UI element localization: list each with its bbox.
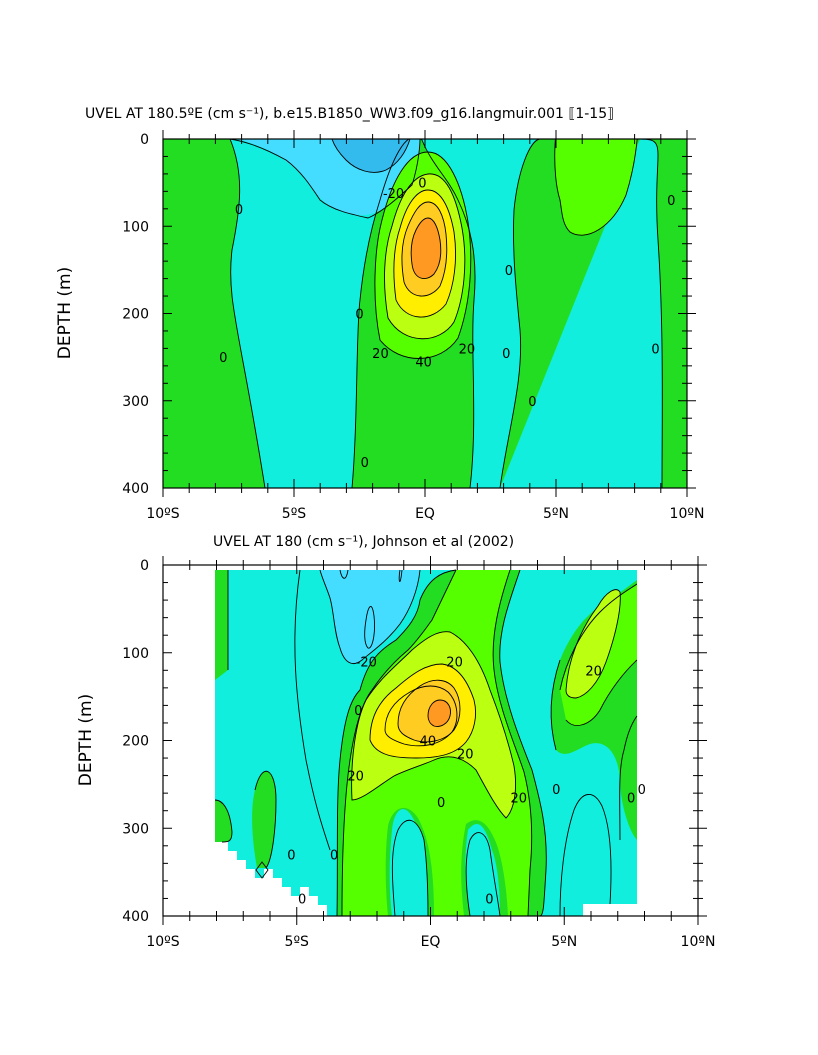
contour-label: 0 — [528, 395, 536, 410]
panel1-ticks — [162, 130, 696, 497]
contour-label: 0 — [505, 264, 513, 279]
fill-c_-10_0 — [466, 832, 500, 916]
x-tick-label: EQ — [421, 934, 441, 950]
panel1-y-tick-labels: 0 100 200 300 400 — [122, 132, 149, 497]
contour-label: 20 — [457, 748, 474, 763]
contour-label: 0 — [552, 783, 560, 798]
x-tick-label: 10ºN — [670, 506, 705, 522]
contour-label: 0 — [485, 892, 493, 907]
y-tick-label: 300 — [122, 394, 149, 410]
panel2-y-axis-label: DEPTH (m) — [76, 694, 96, 786]
fill-c_le_-20 — [332, 139, 410, 173]
panel2-x-tick-labels: 10ºS 5ºS EQ 5ºN 10ºN — [146, 934, 715, 950]
panel1-y-axis-label: DEPTH (m) — [55, 267, 75, 359]
contour-label: -20 — [383, 187, 404, 202]
y-tick-label: 300 — [122, 821, 149, 837]
x-tick-label: 10ºS — [146, 506, 179, 522]
fill-c_0_10 — [215, 570, 228, 680]
fill-c_-20_-10 — [320, 570, 420, 664]
x-tick-label: 5ºS — [285, 934, 310, 950]
contour-label: 20 — [372, 347, 389, 362]
contour-label: 0 — [355, 308, 363, 323]
contour-label: 0 — [502, 347, 510, 362]
x-tick-label: 10ºS — [146, 934, 179, 950]
panel1-x-tick-labels: 10ºS 5ºS EQ 5ºN 10ºN — [146, 506, 704, 522]
contour-label: 40 — [415, 355, 432, 370]
panel-model: UVEL AT 180.5ºE (cm s⁻¹), b.e15.B1850_WW… — [55, 106, 704, 522]
contour-label: -20 — [356, 656, 377, 671]
contour-label: 40 — [420, 735, 437, 750]
y-tick-label: 200 — [122, 307, 149, 323]
y-tick-label: 400 — [122, 481, 149, 497]
contour-label: 20 — [511, 792, 528, 807]
panel1-contour-fill — [163, 139, 687, 488]
x-tick-label: 10ºN — [681, 934, 716, 950]
contour-label: 20 — [459, 342, 476, 357]
fill-c_0_10 — [215, 800, 232, 842]
contour-label: 0 — [627, 792, 635, 807]
contour-label: 0 — [651, 342, 659, 357]
x-tick-label: EQ — [415, 506, 435, 522]
fill-c_0_10 — [500, 139, 687, 488]
y-tick-label: 100 — [122, 219, 149, 235]
contour-label: 0 — [354, 704, 362, 719]
x-tick-label: 5ºS — [282, 506, 307, 522]
contour-label: 0 — [235, 203, 243, 218]
contour-label: 20 — [585, 664, 602, 679]
x-tick-label: 5ºN — [543, 506, 569, 522]
panel-observations: UVEL AT 180 (cm s⁻¹), Johnson et al (200… — [76, 534, 715, 950]
contour-label: 0 — [298, 892, 306, 907]
y-tick-label: 100 — [122, 646, 149, 662]
y-tick-label: 0 — [140, 558, 149, 574]
panel2-title: UVEL AT 180 (cm s⁻¹), Johnson et al (200… — [213, 534, 514, 550]
fill-c_-10_0 — [392, 820, 428, 916]
x-tick-label: 5ºN — [551, 934, 577, 950]
panel1-title: UVEL AT 180.5ºE (cm s⁻¹), b.e15.B1850_WW… — [85, 106, 614, 122]
contour-label: 0 — [361, 456, 369, 471]
fill-c_-10_0 — [560, 794, 612, 916]
contour-label: 0 — [287, 849, 295, 864]
contour-label: 20 — [446, 656, 463, 671]
contour-label: 20 — [347, 770, 364, 785]
panel2-y-tick-labels: 0 100 200 300 400 — [122, 558, 149, 925]
contour-label: 0 — [418, 177, 426, 192]
fill-c_0_10 — [163, 139, 265, 488]
fill-c_10_20 — [554, 139, 638, 236]
panel2-ticks — [162, 556, 707, 925]
panel2-contour-fill — [214, 569, 638, 916]
y-tick-label: 200 — [122, 734, 149, 750]
fill-c_ge_50 — [411, 218, 441, 279]
fill-c_20_30 — [566, 589, 621, 698]
contour-label: 0 — [437, 796, 445, 811]
contour-label: 0 — [219, 351, 227, 366]
fill-c_ge_50 — [428, 700, 451, 727]
contour-label: 0 — [638, 783, 646, 798]
fill-c_0_10 — [252, 771, 276, 868]
y-tick-label: 0 — [140, 132, 149, 148]
contour-label: 0 — [330, 849, 338, 864]
contour-label: 0 — [667, 194, 675, 209]
y-tick-label: 400 — [122, 909, 149, 925]
panel1-contour-labels: 0 0 -20 0 0 20 40 20 0 0 0 0 0 0 — [219, 177, 675, 471]
